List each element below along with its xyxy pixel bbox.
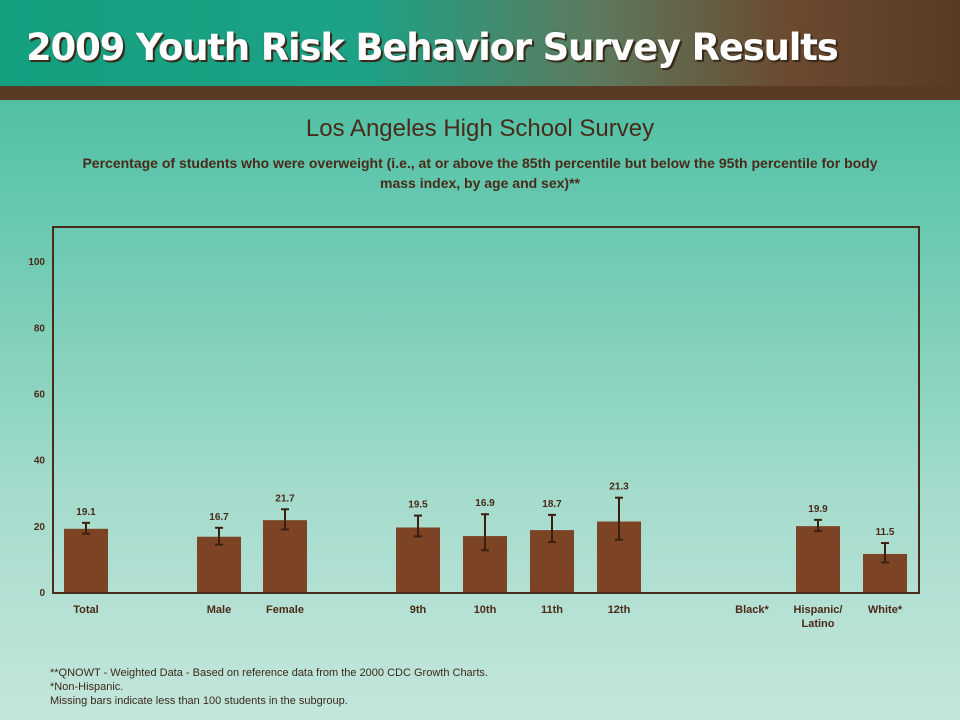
data-label: 19.5	[408, 500, 428, 511]
chart-title: Los Angeles High School Survey	[305, 115, 655, 142]
x-axis: Total Male Female 9th 10th 11th 12th Black* Hisp…	[73, 604, 903, 630]
x-tick-label: Hispanic/Latino	[794, 604, 843, 630]
footnotes: **QNOWT - Weighted Data - Based on refer…	[50, 666, 488, 708]
y-axis: 0 20 40 60 80 100	[28, 257, 45, 599]
bar	[396, 527, 440, 592]
y-tick-label: 20	[34, 522, 46, 533]
data-label: 11.5	[876, 527, 895, 538]
x-tick-label: White*	[868, 604, 903, 616]
bar	[263, 520, 307, 592]
chart-subtitle: Percentage of students who were overweig…	[82, 155, 878, 191]
data-label: 18.7	[542, 499, 562, 510]
data-label: 16.9	[475, 498, 495, 509]
x-tick-label: 11th	[541, 604, 563, 616]
x-tick-label: Female	[266, 604, 304, 616]
bar	[197, 536, 241, 592]
y-tick-label: 0	[39, 588, 45, 599]
x-tick-label: 9th	[410, 604, 427, 616]
data-label: 21.7	[275, 493, 295, 504]
footnote-qnowt: **QNOWT - Weighted Data - Based on refer…	[50, 667, 488, 679]
plot-area	[52, 226, 920, 594]
data-label: 19.1	[76, 507, 96, 518]
bar	[796, 526, 840, 592]
y-tick-label: 80	[34, 323, 46, 334]
x-tick-label: Black*	[735, 604, 769, 616]
data-label: 21.3	[609, 482, 629, 493]
data-label: 16.7	[209, 512, 229, 523]
footnote-non-hispanic: *Non-Hispanic.	[50, 681, 124, 693]
footnote-missing-bars: Missing bars indicate less than 100 stud…	[50, 695, 348, 707]
header-banner: 2009 Youth Risk Behavior Survey Results	[0, 0, 960, 86]
header-divider	[0, 86, 960, 100]
y-tick-label: 40	[34, 456, 46, 467]
bar	[64, 528, 108, 592]
page-title: 2009 Youth Risk Behavior Survey Results	[26, 26, 839, 69]
y-tick-label: 60	[34, 389, 46, 400]
data-label: 19.9	[808, 504, 828, 515]
x-tick-label: 12th	[608, 604, 631, 616]
bars-group: 19.1 16.7 21.7 19.5 16.9 18.7 21.3 19.9 11.5	[64, 482, 907, 592]
x-tick-label: Male	[207, 604, 231, 616]
y-tick-label: 100	[28, 257, 45, 268]
x-tick-label: 10th	[474, 604, 497, 616]
x-tick-label: Total	[73, 604, 98, 616]
